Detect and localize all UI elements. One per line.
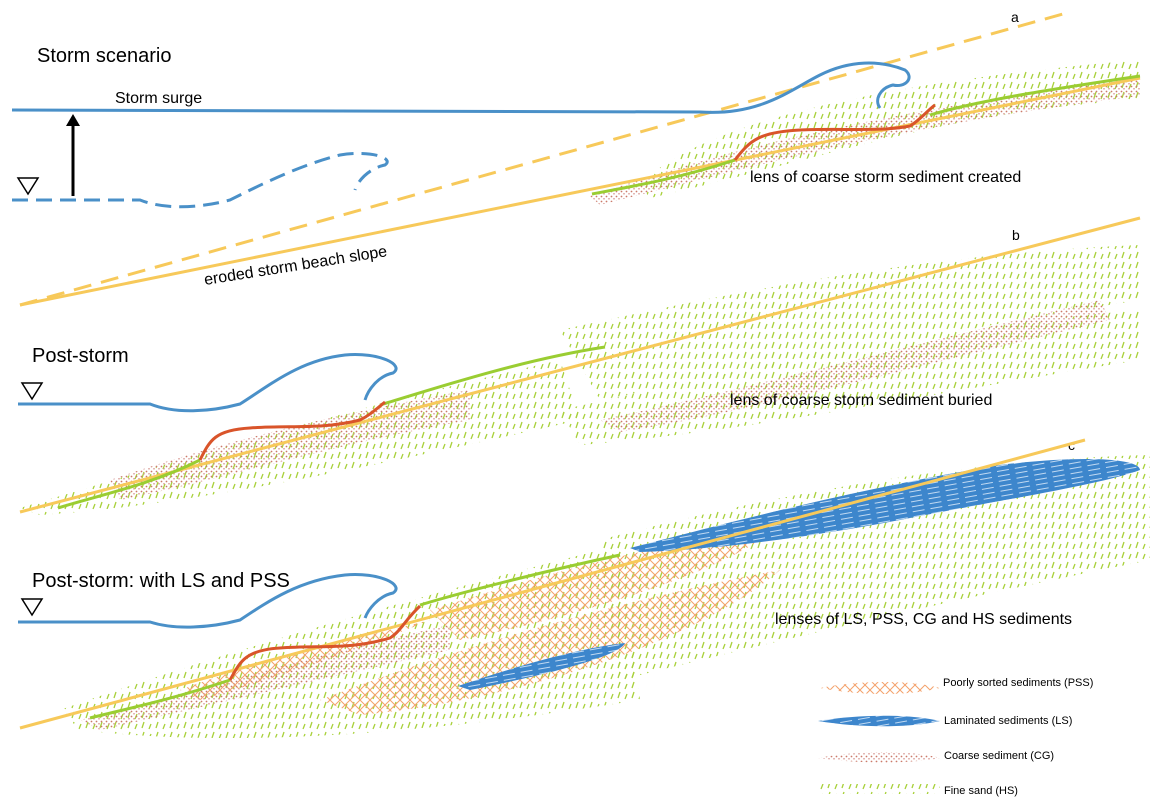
legend-item-cg: Coarse sediment (CG) [818,750,1054,763]
cg-lens-c [80,625,450,730]
panel-a-letter: a [1011,9,1019,25]
panel-b-letter: b [1012,227,1020,243]
water-level-triangle-icon [20,382,44,401]
legend: Poorly sorted sediments (PSS) Laminated … [818,677,1093,797]
water-level-triangle-icon [20,598,44,617]
legend-swatch-ls [818,715,940,727]
pre-storm-slope [19,10,1071,307]
pss-lens-c2 [320,570,780,715]
pss-lens-c1 [430,538,760,640]
cg-lens-a [590,78,1140,205]
normal-water-line [12,151,389,209]
panel-a-title: Storm scenario [37,45,172,67]
ls-lens-c2 [458,643,625,690]
legend-label-pss: Poorly sorted sediments (PSS) [943,677,1093,689]
panel-a: Storm scenario a Storm surge lens of coa… [11,9,1141,307]
panel-b: Post-storm b lens of coarse storm sedime… [18,216,1141,515]
fine-surface-b [57,345,606,510]
legend-label-ls: Laminated sediments (LS) [944,715,1072,727]
panel-c-title: Post-storm: with LS and PSS [32,570,290,592]
panel-c-lens-label: lenses of LS, PSS, CG and HS sediments [775,611,1072,628]
hs-lens-b1 [560,245,1140,400]
slope-b [19,216,1141,514]
coarse-surface-b [198,400,386,461]
arrow-up-icon [66,114,80,196]
storm-surge-label: Storm surge [115,90,202,107]
panel-b-lens-label: lens of coarse storm sediment buried [730,392,992,409]
water-line-c [18,573,398,629]
legend-swatch-pss [820,682,940,694]
legend-swatch-cg [818,752,940,763]
coarse-surface-a [733,103,936,161]
panel-a-lens-label: lens of coarse storm sediment created [750,169,1021,186]
legend-swatch-hs [818,784,940,794]
storm-surge-line [11,61,911,114]
hs-lens-c1 [600,455,1150,680]
eroded-slope [19,76,1141,307]
water-level-triangle-icon [16,177,40,196]
legend-item-ls: Laminated sediments (LS) [818,715,1072,727]
legend-label-cg: Coarse sediment (CG) [944,750,1054,762]
fine-surface-c [89,553,621,720]
coarse-surface-c [228,604,422,681]
legend-item-hs: Fine sand (HS) [818,784,1018,797]
cg-lens-b1 [600,300,1110,432]
fine-surface-a [591,74,1141,196]
legend-label-hs: Fine sand (HS) [944,785,1018,797]
panel-c: Post-storm: with LS and PSS c lenses of … [18,437,1150,739]
panel-b-title: Post-storm [32,345,129,367]
slope-c [19,438,1086,730]
water-line-b [18,353,398,413]
legend-item-pss: Poorly sorted sediments (PSS) [820,677,1093,694]
